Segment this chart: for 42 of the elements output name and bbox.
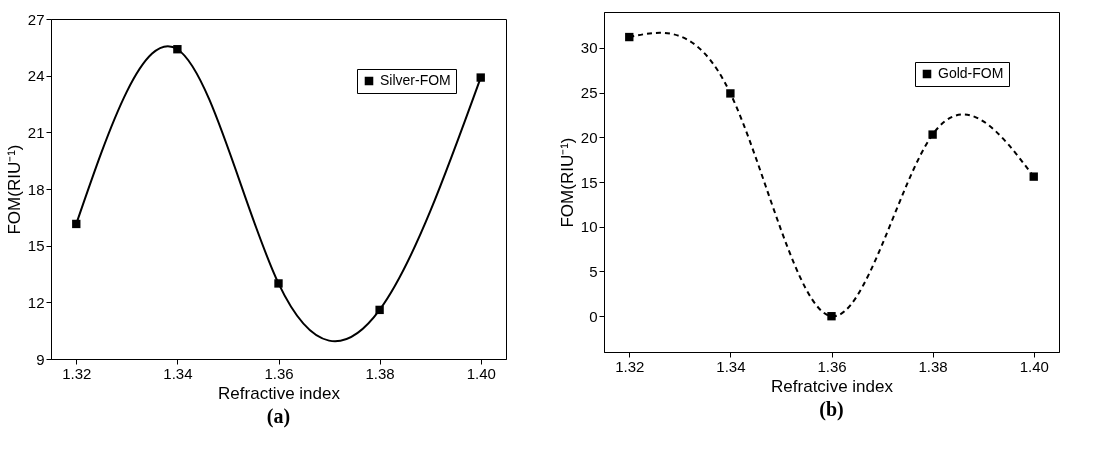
x-tick-label: 1.40 <box>466 364 496 382</box>
y-axis-title: FOM(RIU⁻¹) <box>557 137 577 228</box>
x-tick-label: 1.32 <box>62 364 92 382</box>
x-tick-label: 1.34 <box>163 364 193 382</box>
y-tick-label: 27 <box>27 10 45 28</box>
x-tick-label: 1.40 <box>1019 357 1049 375</box>
y-tick-label: 18 <box>27 180 45 198</box>
point <box>928 130 937 139</box>
y-tick-label: 10 <box>580 218 598 236</box>
y-tick-label: 5 <box>589 262 598 280</box>
y-tick-label: 12 <box>27 293 45 311</box>
x-tick-label: 1.36 <box>817 357 847 375</box>
y-tick-label: 21 <box>27 123 45 141</box>
point <box>274 279 283 288</box>
x-tick-label: 1.34 <box>716 357 746 375</box>
y-tick-label: 24 <box>27 67 45 85</box>
y-tick-label: 15 <box>580 173 598 191</box>
x-tick-label: 1.36 <box>264 364 294 382</box>
y-tick-label: 9 <box>36 350 45 368</box>
legend-label: Gold-FOM <box>938 65 1004 81</box>
x-tick-label: 1.32 <box>615 357 645 375</box>
text: (a) <box>266 405 291 428</box>
y-axis-title: FOM(RIU⁻¹) <box>4 144 24 235</box>
y-tick-label: 15 <box>27 237 45 255</box>
x-axis-title: Refratcive index <box>771 376 894 396</box>
point <box>375 305 384 315</box>
y-tick-label: 0 <box>589 307 598 325</box>
x-tick-label: 1.38 <box>918 357 948 375</box>
y-tick-label: 30 <box>580 39 598 57</box>
x-axis-title: Refractive index <box>218 383 341 403</box>
point <box>72 219 81 229</box>
text: (b) <box>819 398 844 421</box>
point <box>827 312 836 321</box>
point <box>1029 172 1038 181</box>
legend-label: Silver-FOM <box>380 72 451 88</box>
point <box>726 89 735 98</box>
point <box>173 45 182 54</box>
x-tick-label: 1.38 <box>365 364 395 382</box>
y-tick-label: 20 <box>580 128 598 146</box>
point <box>625 32 634 42</box>
y-tick-label: 25 <box>580 84 598 102</box>
point <box>476 73 485 82</box>
